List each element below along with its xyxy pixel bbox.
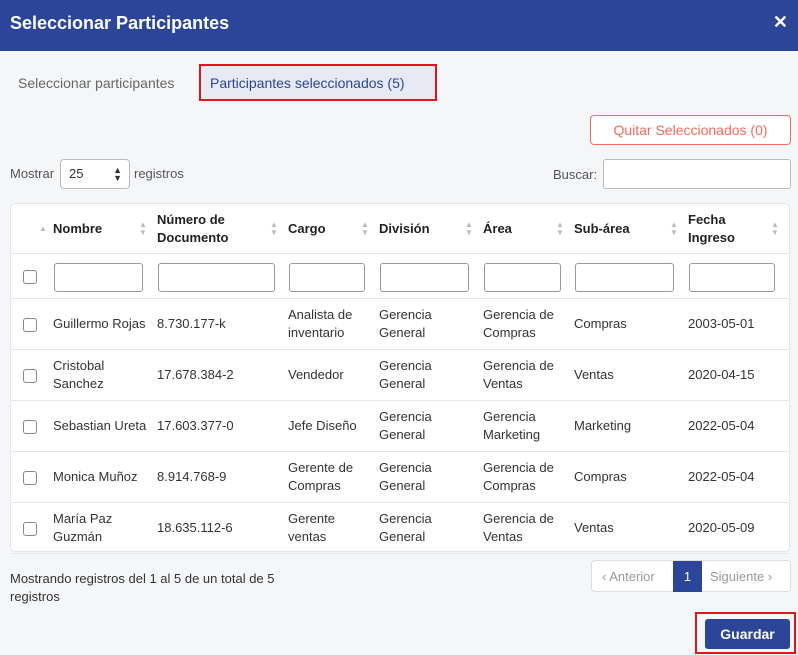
row-checkbox[interactable] (23, 318, 37, 332)
tab-seleccionar-participantes[interactable]: Seleccionar participantes (18, 75, 175, 91)
save-button[interactable]: Guardar (705, 619, 790, 649)
table-cell: Guillermo Rojas (53, 316, 146, 331)
row-checkbox[interactable] (23, 369, 37, 383)
table-cell: Gerencia General (379, 511, 432, 544)
column-header[interactable]: División (379, 220, 430, 236)
table-cell: Gerencia de Ventas (483, 358, 554, 391)
table-cell: Monica Muñoz (53, 469, 138, 484)
column-filter-input[interactable] (380, 263, 469, 292)
column-filter-input[interactable] (484, 263, 561, 292)
length-prefix: Mostrar (10, 166, 55, 181)
row-checkbox[interactable] (23, 522, 37, 536)
sort-icon: ▲ ▼ (361, 219, 369, 237)
column-filter-input[interactable] (289, 263, 365, 292)
table-cell: 17.603.377-0 (157, 418, 234, 433)
table-cell: 2022-05-04 (688, 469, 755, 484)
save-highlight: Guardar (695, 612, 796, 654)
page-1-button[interactable]: 1 (673, 561, 702, 592)
filter-row (11, 254, 789, 299)
column-header[interactable]: Cargo (288, 220, 326, 236)
updown-icon: ▲ ▼ (113, 165, 122, 183)
table-cell: Gerente ventas (288, 511, 335, 544)
length-value: 25 (69, 166, 84, 181)
table-cell: Gerencia Marketing (483, 409, 541, 442)
column-filter-input[interactable] (689, 263, 775, 292)
table-cell: Ventas (574, 520, 614, 535)
table-cell: Vendedor (288, 367, 344, 382)
length-select[interactable]: 25 ▲ ▼ (60, 159, 130, 189)
sort-icon: ▲ ▼ (270, 219, 278, 237)
table-cell: 17.678.384-2 (157, 367, 234, 382)
table-cell: Cristobal Sanchez (53, 358, 105, 391)
length-suffix: registros (134, 166, 184, 181)
table-cell: 8.914.768-9 (157, 469, 227, 484)
table-cell: Gerencia de Ventas (483, 511, 554, 544)
column-filter-input[interactable] (575, 263, 674, 292)
search-label: Buscar: (553, 167, 598, 182)
table-cell: Gerente de Compras (288, 460, 354, 493)
modal-header: Seleccionar Participantes ✕ (0, 0, 798, 51)
column-header[interactable]: Fecha Ingreso (688, 211, 735, 245)
table-cell: Gerencia de Compras (483, 307, 554, 340)
table-row[interactable]: Monica Muñoz 8.914.768-9 Gerente de Compra… (11, 452, 789, 503)
table-row[interactable]: María Paz Guzmán 18.635.112-6 Gerente vent… (11, 503, 789, 554)
table-cell: Analista de inventario (288, 307, 353, 340)
row-checkbox[interactable] (23, 420, 37, 434)
column-filter-input[interactable] (158, 263, 275, 292)
row-checkbox[interactable] (23, 471, 37, 485)
column-header[interactable]: Sub-área (574, 220, 630, 236)
table-cell: Marketing (574, 418, 632, 433)
table-cell: 2003-05-01 (688, 316, 755, 331)
table-cell: 2020-04-15 (688, 367, 755, 382)
table-cell: 2022-05-04 (688, 418, 755, 433)
table-cell: Sebastian Ureta (53, 418, 147, 433)
table-cell: Compras (574, 316, 627, 331)
modal-title: Seleccionar Participantes (10, 13, 230, 33)
next-button[interactable]: Siguiente › (710, 569, 773, 584)
tab-participantes-seleccionados[interactable]: Participantes seleccionados (5) (199, 64, 437, 101)
table-row[interactable]: Guillermo Rojas 8.730.177-k Analista de in… (11, 299, 789, 350)
sort-icon: ▲ ▼ (670, 219, 678, 237)
table-cell: 8.730.177-k (157, 316, 226, 331)
table-cell: María Paz Guzmán (53, 511, 113, 544)
table-info: Mostrando registros del 1 al 5 de un tot… (10, 571, 275, 604)
participants-table: ▲ Nombre ▲ ▼ Número de Documento ▲ ▼ Cargo ▲ ▼ Div… (10, 203, 790, 554)
table-cell: Gerencia General (379, 409, 432, 442)
header-row: ▲ Nombre ▲ ▼ Número de Documento ▲ ▼ Cargo ▲ ▼ Div… (11, 204, 789, 254)
sort-icon: ▲ ▼ (139, 219, 147, 237)
column-header[interactable]: Número de Documento (157, 211, 229, 245)
table-cell: 18.635.112-6 (157, 520, 233, 535)
search-input[interactable] (603, 159, 791, 189)
table-cell: Gerencia General (379, 307, 432, 340)
sort-icon: ▲ ▼ (771, 219, 779, 237)
table-cell: Ventas (574, 367, 614, 382)
select-all-checkbox[interactable] (23, 270, 37, 284)
table-cell: Gerencia General (379, 460, 432, 493)
table-cell: Gerencia General (379, 358, 432, 391)
remove-selected-button[interactable]: Quitar Seleccionados (0) (590, 115, 791, 145)
column-filter-input[interactable] (54, 263, 143, 292)
pagination: ‹ Anterior 1 Siguiente › (591, 560, 791, 592)
sort-icon: ▲ ▼ (465, 219, 473, 237)
table-cell: Gerencia de Compras (483, 460, 554, 493)
table-cell: 2020-05-09 (688, 520, 755, 535)
table-row[interactable]: Cristobal Sanchez 17.678.384-2 Vendedor Ger… (11, 350, 789, 401)
column-header[interactable]: Área (483, 220, 512, 236)
table-row[interactable]: Sebastian Ureta 17.603.377-0 Jefe Diseño Ge… (11, 401, 789, 452)
sort-icon: ▲ ▼ (556, 219, 564, 237)
close-icon[interactable]: ✕ (772, 12, 788, 32)
sort-icon: ▲ (39, 223, 47, 233)
column-header[interactable]: Nombre (53, 220, 103, 236)
table-cell: Jefe Diseño (288, 418, 357, 433)
prev-button[interactable]: ‹ Anterior (602, 569, 655, 584)
table-cell: Compras (574, 469, 627, 484)
